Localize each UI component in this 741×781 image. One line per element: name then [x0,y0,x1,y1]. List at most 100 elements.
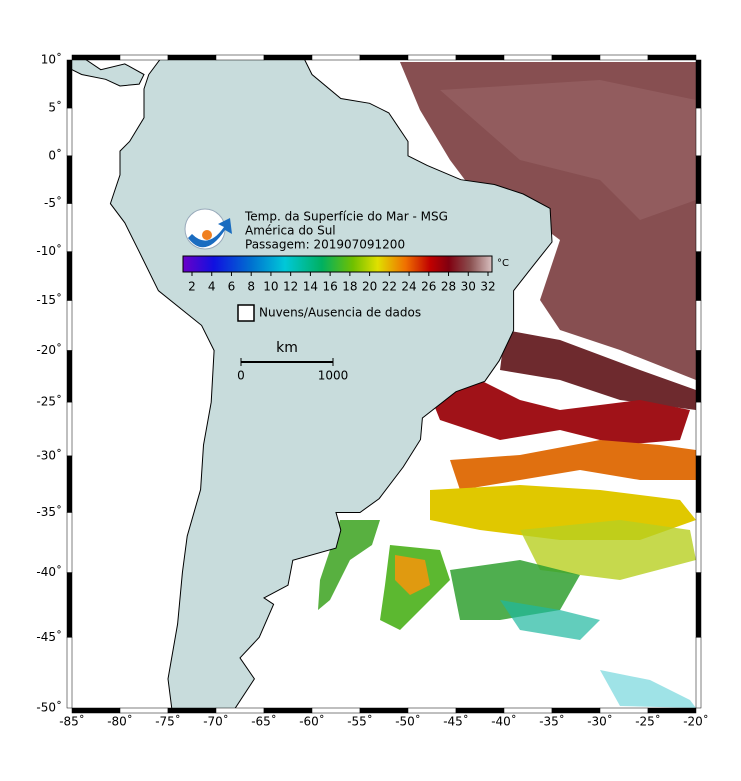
lat-tick-label: -35˚ [36,504,62,519]
frame-band [359,707,409,714]
frame-band [66,300,73,351]
scale-tick-label: 1000 [318,369,349,383]
colorbar-tick-label: 2 [188,280,196,294]
lat-tick-label: -45˚ [36,629,62,644]
lat-tick-label: -5˚ [44,195,62,210]
lat-tick-label: -50˚ [36,700,62,715]
frame-band [551,707,601,714]
colorbar-tick-label: 10 [263,280,278,294]
frame-band [695,401,702,457]
title-block: Temp. da Superfície do Mar - MSGAmérica … [244,210,448,252]
map-frame [66,54,702,714]
colorbar-tick-label: 4 [208,280,216,294]
lon-tick-label: -40˚ [491,714,517,729]
frame-band [599,54,649,61]
frame-band [119,54,169,61]
sst-patches [300,62,696,708]
frame-band [119,707,169,714]
frame-band [695,203,702,252]
colorbar-tick-label: 20 [362,280,377,294]
frame-band [167,54,217,61]
title-line: Passagem: 201907091200 [245,238,405,252]
frame-band [647,54,697,61]
colorbar-tick-label: 8 [247,280,255,294]
frame-band [359,54,409,61]
lon-tick-label: -20˚ [683,714,709,729]
lon-tick-label: -45˚ [443,714,469,729]
frame-band [263,54,313,61]
colorbar-tick-label: 18 [342,280,357,294]
central-america [72,60,145,87]
frame-band [66,59,73,109]
colorbar [182,255,493,273]
frame-band [455,707,505,714]
frame-band [71,54,121,61]
frame-band [695,300,702,351]
frame-band [263,707,313,714]
frame-band [66,637,73,709]
lat-tick-label: -10˚ [36,243,62,258]
frame-band [66,512,73,573]
frame-band [695,59,702,109]
colorbar-tick-label: 26 [421,280,436,294]
lon-tick-label: -55˚ [347,714,373,729]
frame-band [66,455,73,513]
frame-band [167,707,217,714]
map-body [72,60,696,708]
scale-tick-label: 0 [237,369,245,383]
lat-tick-label: -20˚ [36,342,62,357]
frame-band [695,572,702,638]
lon-tick-label: -60˚ [299,714,325,729]
frame-band [695,107,702,157]
lat-tick-label: 5˚ [48,100,62,115]
lon-tick-label: -65˚ [251,714,277,729]
frame-band [66,107,73,157]
lon-tick-label: -25˚ [635,714,661,729]
frame-band [455,54,505,61]
frame-band [551,54,601,61]
frame-band [695,512,702,573]
frame-band [695,637,702,709]
axis-labels: -85˚ -80˚ -75˚ -70˚ -65˚ -60˚ -55˚ -50˚ -45˚ -40˚… [36,52,708,729]
lat-tick-label: -40˚ [36,564,62,579]
frame-band [215,707,265,714]
lat-tick-label: 10˚ [41,52,62,67]
lon-tick-label: -30˚ [587,714,613,729]
colorbar-tick-label: 30 [461,280,476,294]
scale-unit: km [276,340,298,356]
lon-tick-label: -80˚ [107,714,133,729]
frame-band [215,54,265,61]
frame-band [66,155,73,204]
frame-band [407,54,457,61]
lat-tick-label: 0˚ [48,147,62,162]
lon-tick-label: -70˚ [203,714,229,729]
colorbar-tick-label: 16 [322,280,337,294]
colorbar-tick-label: 32 [480,280,495,294]
frame-band [66,401,73,457]
frame-band [695,350,702,403]
frame-band [407,707,457,714]
frame-band [503,707,553,714]
frame-band [66,251,73,301]
colorbar-unit: °C [497,258,509,269]
frame-band [695,155,702,204]
lat-tick-label: -30˚ [36,447,62,462]
logo [184,208,232,250]
frame-band [66,572,73,638]
lon-tick-label: -85˚ [59,714,85,729]
legend-label: Nuvens/Ausencia de dados [259,306,421,320]
colorbar-tick-label: 28 [441,280,456,294]
colorbar-tick-label: 14 [303,280,318,294]
colorbar-tick-label: 6 [228,280,236,294]
title-line: América do Sul [245,224,336,238]
lat-tick-label: -15˚ [36,292,62,307]
frame-band [311,54,361,61]
colorbar-ticks: 2 4 6 8 10 12 14 16 18 20 22 24 26 28 30 32°C [188,258,509,294]
colorbar-tick-label: 22 [382,280,397,294]
lon-tick-label: -50˚ [395,714,421,729]
frame-band [647,707,697,714]
legend-swatch [237,304,255,322]
colorbar-tick-label: 24 [401,280,416,294]
frame-band [695,455,702,513]
